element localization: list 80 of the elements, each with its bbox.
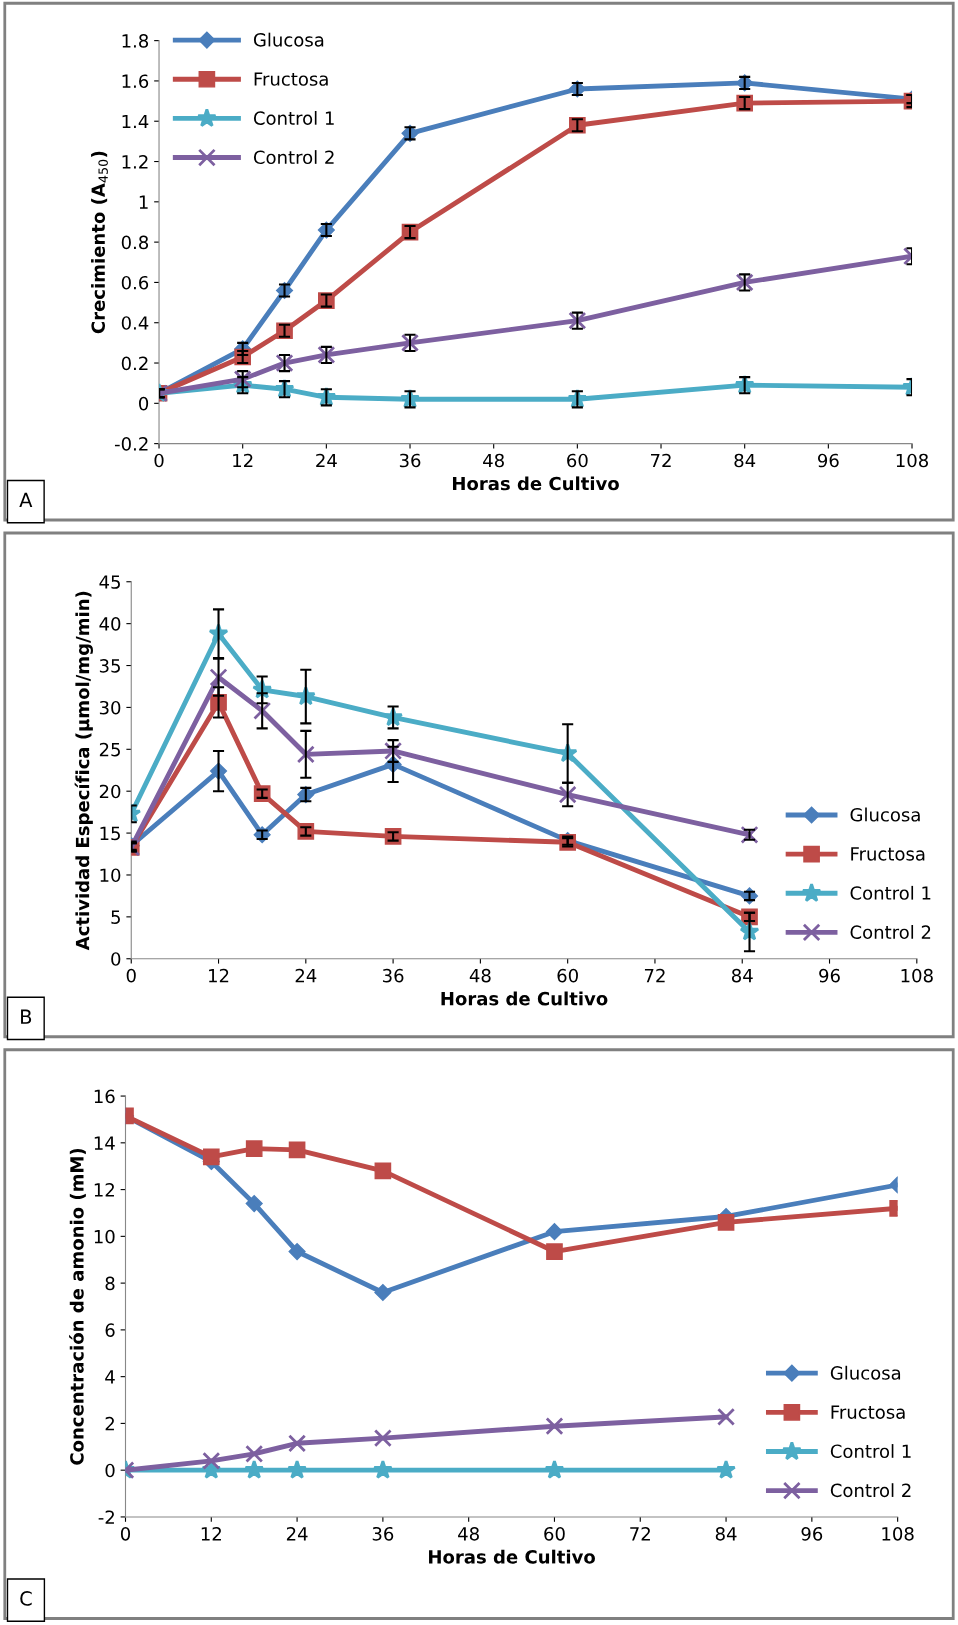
x-tick-label: 84: [731, 968, 753, 983]
x-axis-title: Horas de Cultivo: [441, 991, 608, 1006]
legend-label: Control 2: [253, 150, 334, 165]
y-tick-label: 25: [99, 742, 120, 757]
x-axis-title: Horas de Cultivo: [452, 476, 619, 491]
y-tick-label: 1.8: [122, 34, 149, 48]
legend-label: Control 1: [253, 110, 334, 125]
y-tick-label: 0.2: [121, 356, 148, 371]
y-tick-label: 1: [139, 195, 148, 209]
y-tick-label: 20: [99, 784, 121, 799]
x-tick-label: 84: [715, 1526, 737, 1541]
y-tick-label: 4: [105, 1370, 115, 1384]
y-tick-label: 0: [111, 952, 121, 966]
y-tick-label: 15: [100, 826, 120, 841]
y-tick-label: 1.4: [122, 114, 149, 129]
y-tick-label: 0.8: [121, 235, 149, 250]
x-tick-label: 108: [896, 453, 929, 468]
x-tick-label: 60: [557, 968, 578, 983]
y-tick-label: 2: [105, 1416, 114, 1431]
x-tick-label: 60: [544, 1526, 565, 1541]
y-tick-label: 40: [99, 617, 121, 631]
y-tick-label: 16: [94, 1089, 115, 1104]
x-tick-label: 36: [372, 1526, 394, 1541]
y-tick-label: 5: [111, 910, 120, 924]
legend-label: Control 1: [850, 885, 931, 900]
y-tick-label: 10: [100, 868, 121, 883]
y-tick-label: -2: [98, 1510, 114, 1524]
x-tick-label: 36: [382, 968, 404, 983]
y-tick-label: 10: [94, 1229, 115, 1244]
x-tick-label: 48: [483, 453, 504, 468]
y-tick-label: 6: [105, 1323, 115, 1337]
x-tick-label: 36: [399, 453, 421, 468]
legend-label: Glucosa: [850, 807, 920, 822]
text: B: [21, 1009, 32, 1024]
x-tick-label: 108: [901, 968, 933, 983]
legend-label: Glucosa: [253, 32, 324, 47]
x-tick-label: 72: [630, 1526, 650, 1541]
y-tick-label: 12: [94, 1183, 114, 1197]
x-tick-label: 48: [458, 1526, 479, 1541]
x-tick-label: 96: [801, 1526, 823, 1541]
y-tick-label: 45: [99, 575, 120, 589]
y-tick-label: -0.2: [114, 437, 148, 451]
x-tick-label: 12: [233, 453, 253, 468]
x-tick-label: 12: [201, 1526, 221, 1541]
x-tick-label: 24: [286, 1526, 308, 1541]
y-axis-title: Concentración de amonio (mM): [69, 1148, 86, 1465]
y-tick-label: 0: [105, 1463, 115, 1478]
y-tick-label: 0.6: [121, 275, 149, 290]
x-tick-label: 108: [882, 1526, 914, 1541]
text: A: [19, 492, 33, 507]
x-tick-label: 96: [819, 968, 840, 983]
x-tick-label: 12: [209, 968, 229, 983]
x-tick-label: 96: [818, 453, 839, 468]
x-tick-label: 60: [567, 453, 588, 468]
x-tick-label: 24: [316, 453, 337, 468]
legend-label: Fructosa: [831, 1405, 905, 1419]
x-tick-label: 0: [154, 453, 164, 468]
x-axis-title: Horas de Cultivo: [429, 1549, 595, 1564]
y-tick-label: 35: [99, 658, 120, 673]
y-tick-label: 14: [94, 1136, 115, 1150]
x-tick-label: 48: [469, 968, 491, 983]
x-tick-label: 24: [295, 968, 317, 983]
text: C: [20, 1591, 32, 1606]
y-tick-label: 0.4: [121, 316, 149, 330]
x-tick-label: 72: [651, 453, 671, 468]
x-tick-label: 84: [734, 453, 756, 468]
legend-label: Fructosa: [851, 847, 925, 861]
legend-label: Glucosa: [830, 1365, 901, 1380]
legend-label: Control 2: [830, 1483, 911, 1498]
y-tick-label: 0: [139, 396, 149, 411]
y-axis-title: Actividad Específica (µmol/mg/min): [74, 591, 93, 951]
legend-label: Fructosa: [254, 72, 328, 86]
y-tick-label: 30: [99, 700, 121, 715]
y-axis-title: Crecimiento (A$_{450}$): [91, 151, 108, 334]
y-tick-label: 8: [105, 1276, 115, 1291]
legend-label: Control 2: [850, 925, 931, 939]
y-tick-label: 1.2: [122, 154, 148, 169]
legend-label: Control 1: [830, 1444, 911, 1459]
y-tick-label: 1.6: [122, 74, 149, 89]
x-tick-label: 72: [644, 968, 665, 983]
